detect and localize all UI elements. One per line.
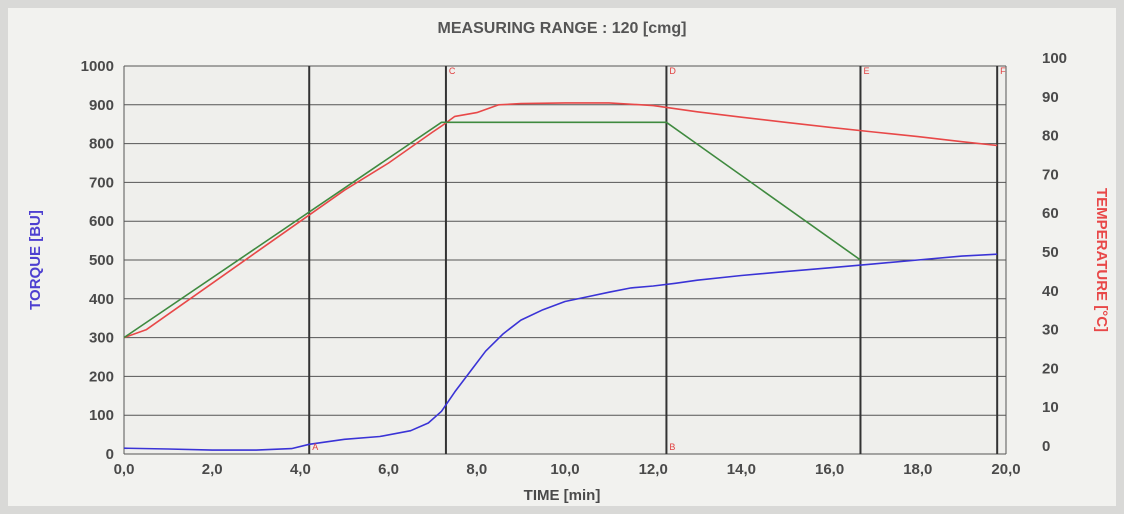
- y-left-tick-label: 900: [89, 97, 114, 114]
- series-lines: [123, 102, 998, 451]
- x-tick-label: 16,0: [815, 461, 844, 478]
- y-left-tick-label: 600: [89, 213, 114, 230]
- event-marker-label: E: [863, 66, 869, 76]
- y-right-tick-label: 10: [1042, 399, 1059, 416]
- x-tick-label: 6,0: [378, 461, 399, 478]
- y-right-tick-label: 60: [1042, 205, 1059, 222]
- y-right-tick-label: 70: [1042, 166, 1059, 183]
- x-tick-label: 8,0: [466, 461, 487, 478]
- marker-labels: A B C D E F: [312, 66, 1006, 452]
- x-tick-label: 20,0: [991, 461, 1020, 478]
- y-axis-label-right: TEMPERATURE [°C]: [1093, 188, 1110, 332]
- series-line-torque: [123, 253, 998, 451]
- y-right-tick-label: 90: [1042, 89, 1059, 106]
- y-left-tick-label: 200: [89, 368, 114, 385]
- x-tick-label: 10,0: [550, 461, 579, 478]
- y-right-tick-label: 100: [1042, 50, 1067, 67]
- x-tick-label: 18,0: [903, 461, 932, 478]
- chart-title: MEASURING RANGE : 120 [cmg]: [438, 20, 687, 37]
- event-marker-label: B: [669, 442, 675, 452]
- y-axis-label-left: TORQUE [BU]: [27, 210, 44, 310]
- grid: [123, 65, 1007, 455]
- event-marker-label: F: [1000, 66, 1006, 76]
- y-right-tick-label: 80: [1042, 128, 1059, 145]
- y-left-tick-label: 400: [89, 291, 114, 308]
- x-tick-label: 2,0: [202, 461, 223, 478]
- marker-lines: [308, 66, 999, 454]
- series-line-temperature-measured: [123, 102, 998, 339]
- x-axis-label: TIME [min]: [524, 487, 601, 504]
- y-right-tick-label: 0: [1042, 438, 1050, 455]
- y-right-tick-label: 40: [1042, 283, 1059, 300]
- event-marker-label: C: [449, 66, 456, 76]
- x-tick-label: 0,0: [114, 461, 135, 478]
- x-tick-label: 14,0: [727, 461, 756, 478]
- y-left-tick-label: 500: [89, 252, 114, 269]
- tick-labels: 0 100 200 300 400 500 600 700 800 900 1000 0 10 20 30 4…: [81, 50, 1067, 478]
- series-line-temperature-profile: [123, 121, 861, 339]
- y-left-tick-label: 300: [89, 330, 114, 347]
- y-left-tick-label: 0: [106, 446, 114, 463]
- y-left-tick-label: 1000: [81, 58, 114, 75]
- x-tick-label: 4,0: [290, 461, 311, 478]
- event-marker-label: D: [669, 66, 676, 76]
- y-right-tick-label: 50: [1042, 244, 1059, 261]
- y-right-tick-label: 20: [1042, 360, 1059, 377]
- y-left-tick-label: 800: [89, 136, 114, 153]
- y-right-tick-label: 30: [1042, 322, 1059, 339]
- event-marker-label: A: [312, 442, 318, 452]
- x-tick-label: 12,0: [639, 461, 668, 478]
- y-left-tick-label: 100: [89, 407, 114, 424]
- y-left-tick-label: 700: [89, 174, 114, 191]
